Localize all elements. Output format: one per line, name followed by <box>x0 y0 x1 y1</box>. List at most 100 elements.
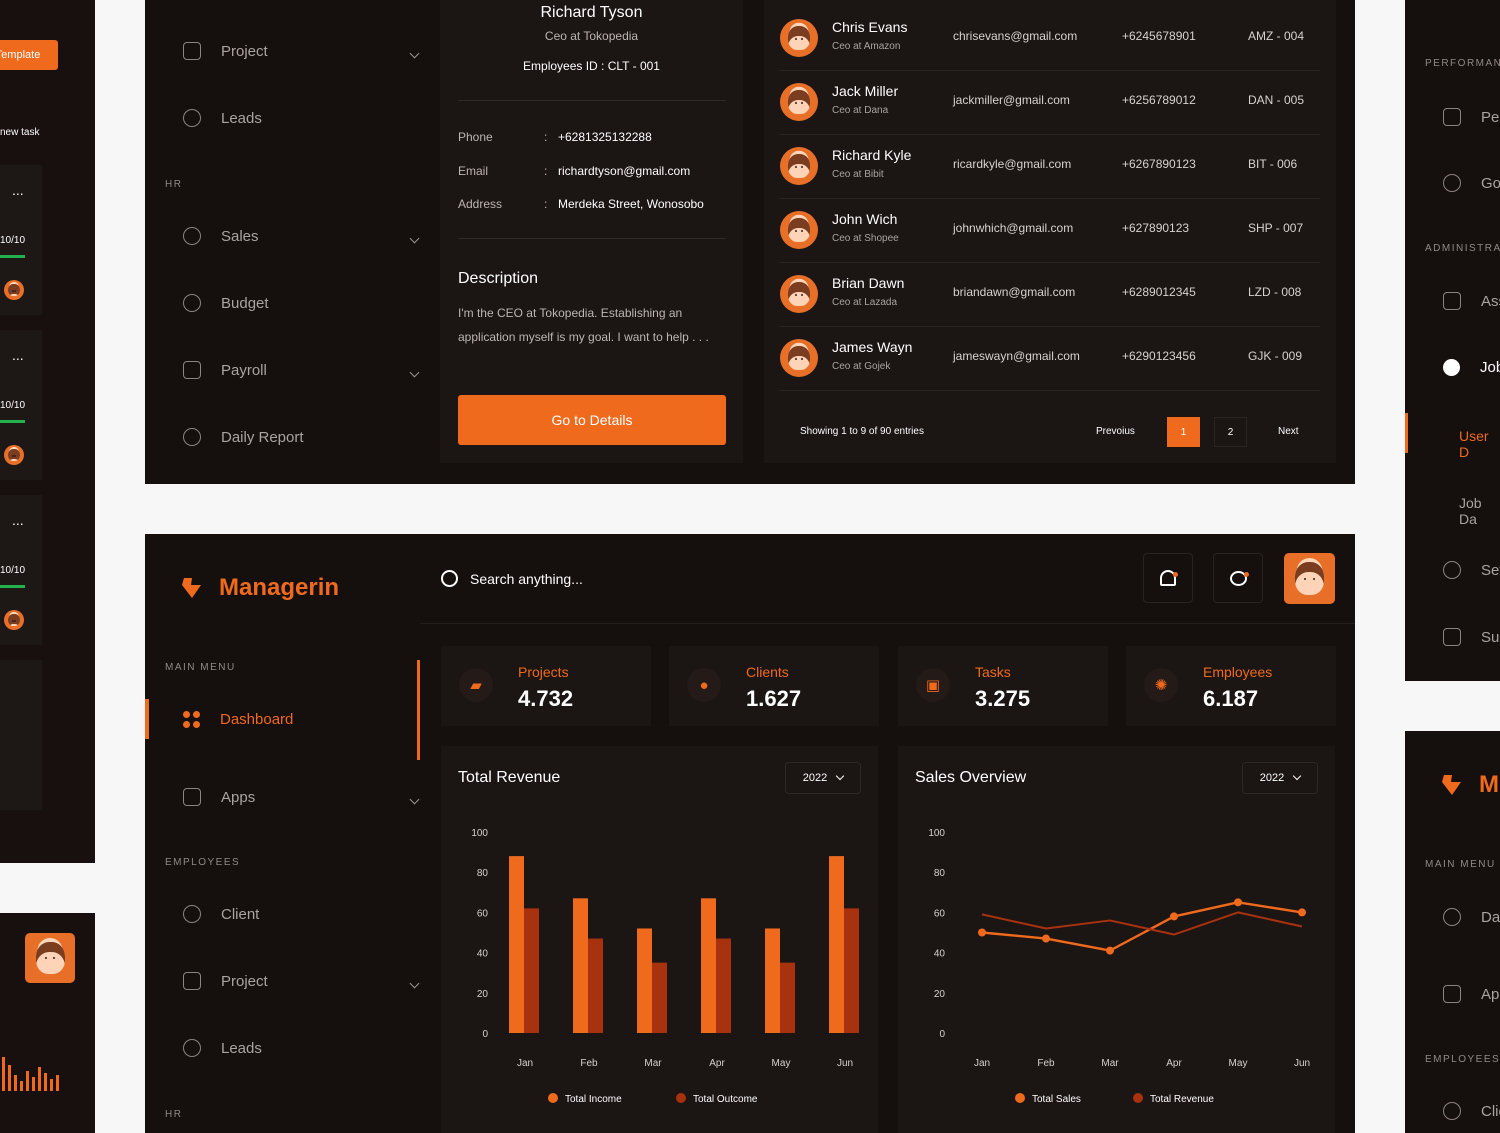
client-email[interactable]: ricardkyle@gmail.com <box>953 157 1072 171</box>
sidebar-item-dashboard[interactable]: Dashboard <box>183 711 293 728</box>
job-da-link[interactable]: Job Da <box>1459 495 1482 527</box>
sidebar-item-daily-report[interactable]: Daily Report <box>183 428 304 446</box>
page-2-button[interactable]: 2 <box>1214 417 1247 447</box>
go-to-details-button[interactable]: Go to Details <box>458 395 726 445</box>
table-row[interactable]: Richard Kyle Ceo at Bibit ricardkyle@gma… <box>780 135 1320 199</box>
employee-id: Employees ID : CLT - 001 <box>523 59 660 73</box>
client-email[interactable]: briandawn@gmail.com <box>953 285 1076 299</box>
sidebar-item-payroll[interactable]: Payroll <box>183 361 420 379</box>
goal-icon <box>1443 174 1461 192</box>
bar-total-income[interactable] <box>765 928 780 1033</box>
sidebar-item-dashboard[interactable]: Das <box>1443 908 1500 926</box>
client-email[interactable]: johnwhich@gmail.com <box>953 221 1074 235</box>
user-avatar-partial[interactable] <box>25 933 75 983</box>
line-point[interactable] <box>978 928 986 937</box>
sidebar-item-sales[interactable]: Sales <box>183 227 420 245</box>
sidebar-item-leads[interactable]: Leads <box>183 109 262 127</box>
client-email[interactable]: chrisevans@gmail.com <box>953 29 1078 43</box>
bar-total-income[interactable] <box>637 928 652 1033</box>
sidebar-item-apps[interactable]: App <box>1443 985 1500 1003</box>
sidebar-item-submit[interactable]: Sub <box>1443 628 1500 646</box>
phone-separator: : <box>544 130 548 144</box>
sidebar-item-apps[interactable]: Apps <box>183 788 420 806</box>
line-point[interactable] <box>1042 934 1050 943</box>
bar-total-income[interactable] <box>701 898 716 1033</box>
client-icon <box>183 905 201 923</box>
user-d-link[interactable]: User D <box>1459 428 1489 460</box>
bar-total-outcome[interactable] <box>780 962 795 1033</box>
table-row[interactable]: Jack Miller Ceo at Dana jackmiller@gmail… <box>780 71 1320 135</box>
search-input[interactable]: Search anything... <box>470 571 583 587</box>
bar-total-outcome[interactable] <box>716 938 731 1033</box>
client-role: Ceo at Shopee <box>832 233 899 244</box>
client-phone: +6245678901 <box>1122 29 1196 43</box>
bar-total-outcome[interactable] <box>844 908 859 1033</box>
sidebar-item-assets[interactable]: Ass <box>1443 292 1500 310</box>
sidebar-item-performance[interactable]: Per <box>1443 108 1500 126</box>
main-sidebar: Managerin MAIN MENU Dashboard Apps EMPLO… <box>145 534 420 1133</box>
employees-icon: ✺ <box>1144 668 1178 702</box>
sidebar-item-job[interactable]: Job <box>1443 359 1500 376</box>
search-bar[interactable]: Search anything... <box>441 570 741 590</box>
client-avatar <box>780 83 818 121</box>
chart-title: Total Revenue <box>458 769 561 786</box>
template-button[interactable]: Template <box>0 40 58 70</box>
series-line-total-revenue[interactable] <box>981 911 1303 936</box>
sidebar-item-client[interactable]: Clie <box>1443 1102 1500 1120</box>
right-partial-top: PERFORMAN Per Go ADMINISTRA Ass Job User… <box>1405 0 1500 681</box>
series-line-total-sales[interactable] <box>981 901 1303 952</box>
bar-total-outcome[interactable] <box>588 938 603 1033</box>
client-role: Ceo at Dana <box>832 105 889 116</box>
year-select[interactable]: 2022 <box>1242 762 1318 794</box>
client-phone: +6267890123 <box>1122 157 1196 171</box>
table-row[interactable]: James Wayn Ceo at Gojek jameswayn@gmail.… <box>780 327 1320 391</box>
client-avatar <box>780 147 818 185</box>
bar-total-income[interactable] <box>573 898 588 1033</box>
email-value[interactable]: richardtyson@gmail.com <box>558 164 691 178</box>
stat-card-tasks: ▣ Tasks 3.275 <box>898 646 1108 726</box>
bar-total-income[interactable] <box>829 856 844 1033</box>
chevron-down-icon <box>409 48 420 59</box>
task-more-icon[interactable]: ... <box>12 182 24 198</box>
brand-name: Managerin <box>219 574 340 601</box>
table-row[interactable]: Brian Dawn Ceo at Lazada briandawn@gmail… <box>780 263 1320 327</box>
line-point[interactable] <box>1170 912 1178 921</box>
year-select[interactable]: 2022 <box>785 762 861 794</box>
notification-button[interactable] <box>1143 553 1193 603</box>
client-email[interactable]: jackmiller@gmail.com <box>953 93 1070 107</box>
stat-label: Tasks <box>975 664 1011 680</box>
messages-button[interactable] <box>1213 553 1263 603</box>
legend-label: Total Outcome <box>693 1094 758 1105</box>
line-point[interactable] <box>1106 946 1114 955</box>
folder-icon: ▰ <box>459 668 493 702</box>
bar-total-income[interactable] <box>509 856 524 1033</box>
section-main-menu: MAIN MENU <box>165 662 236 673</box>
sidebar-item-leads[interactable]: Leads <box>183 1039 262 1057</box>
line-point[interactable] <box>1298 908 1306 917</box>
page-1-button[interactable]: 1 <box>1167 417 1200 447</box>
total-revenue-card: Total Revenue 2022 0 20 40 60 80 100 Jan Feb Mar… <box>441 746 878 1133</box>
sidebar-item-project[interactable]: Project <box>183 972 420 990</box>
profile-role: Ceo at Tokopedia <box>544 29 639 43</box>
user-avatar[interactable] <box>1284 553 1335 604</box>
sidebar-item-goals[interactable]: Go <box>1443 174 1500 192</box>
sidebar-item-project[interactable]: Project <box>183 42 420 60</box>
client-email[interactable]: jameswayn@gmail.com <box>953 349 1080 363</box>
sales-overview-line-chart: 0 20 40 60 80 100 Jan Feb Mar Apr May Jun Total Sale… <box>928 828 1310 1105</box>
sidebar-item-budget[interactable]: Budget <box>183 294 269 312</box>
previous-button[interactable]: Prevoius <box>1096 426 1135 437</box>
sidebar-item-settings[interactable]: Set <box>1443 561 1500 579</box>
table-row[interactable]: John Wich Ceo at Shopee johnwhich@gmail.… <box>780 199 1320 263</box>
table-row[interactable]: Chris Evans Ceo at Amazon chrisevans@gma… <box>780 7 1320 71</box>
y-tick-label: 60 <box>477 908 489 919</box>
task-more-icon[interactable]: ... <box>12 512 24 528</box>
task-more-icon[interactable]: ... <box>12 347 24 363</box>
line-point[interactable] <box>1234 898 1242 907</box>
task-avatar <box>4 445 24 465</box>
legend-label: Total Sales <box>1032 1094 1081 1105</box>
bar-total-outcome[interactable] <box>524 908 539 1033</box>
next-button[interactable]: Next <box>1278 426 1299 437</box>
sales-icon <box>183 227 201 245</box>
sidebar-item-client[interactable]: Client <box>183 905 259 923</box>
bar-total-outcome[interactable] <box>652 962 667 1033</box>
